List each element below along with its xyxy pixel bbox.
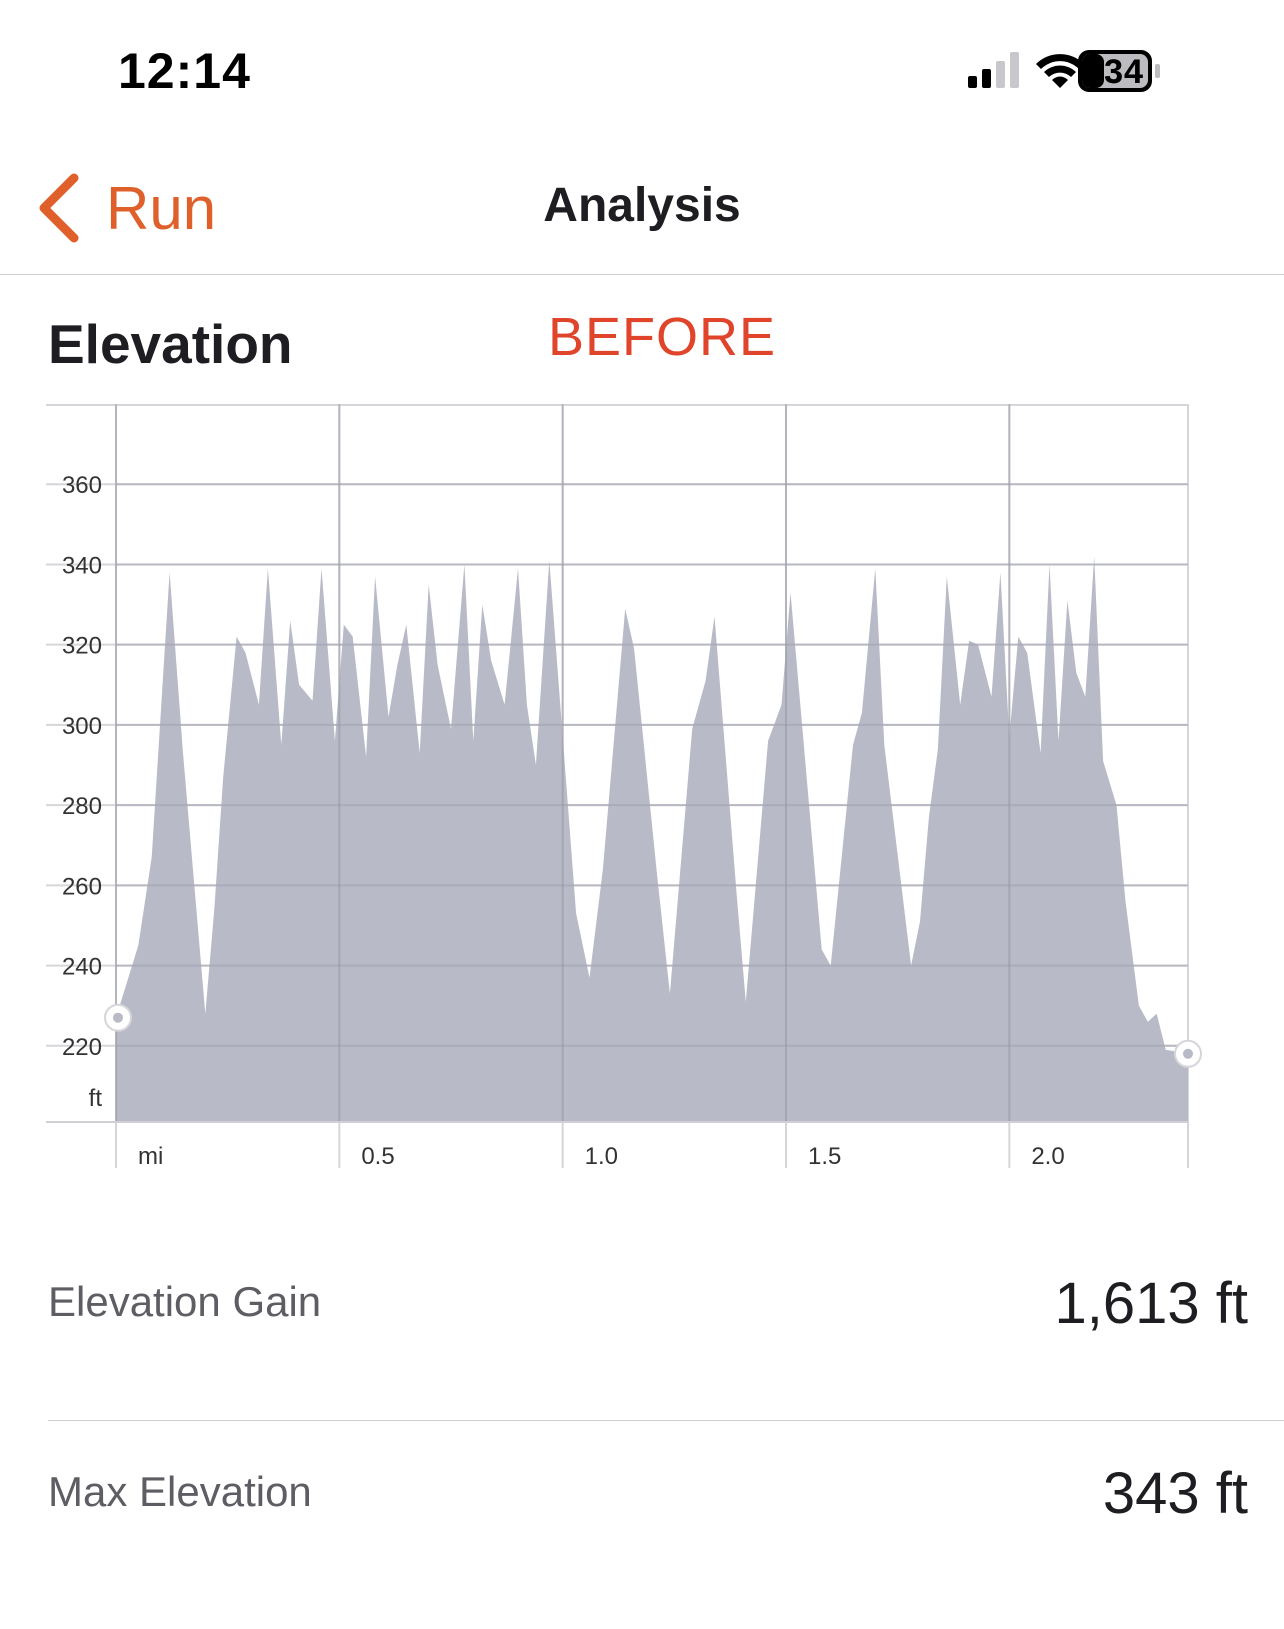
battery-icon: [1078, 50, 1160, 92]
section-title: Elevation: [48, 313, 293, 375]
back-label: Run: [106, 174, 217, 242]
y-tick-label: 260: [62, 873, 102, 900]
status-glyphs: [968, 50, 1160, 92]
stat-label: Max Elevation: [48, 1468, 312, 1515]
y-tick-label: 320: [62, 633, 102, 660]
status-bar: 12:14 34: [0, 0, 1284, 140]
status-icons: 34: [968, 48, 1208, 100]
x-tick-label: 1.0: [585, 1143, 618, 1170]
x-unit-label: mi: [138, 1143, 163, 1170]
stat-label: Elevation Gain: [48, 1278, 322, 1325]
signal-icon: [968, 52, 1019, 88]
before-label: BEFORE: [548, 307, 777, 367]
y-tick-label: 360: [62, 472, 102, 499]
row-divider: [48, 1420, 1284, 1421]
x-tick-label: 2.0: [1031, 1143, 1064, 1170]
x-tick-label: 1.5: [808, 1143, 841, 1170]
back-button[interactable]: Run: [36, 168, 256, 248]
page-title: Analysis: [543, 179, 741, 232]
y-tick-label: 280: [62, 793, 102, 820]
wifi-icon: [1036, 54, 1084, 88]
y-tick-label: 220: [62, 1034, 102, 1061]
marker-dot: [1183, 1048, 1193, 1059]
y-unit-label: ft: [89, 1085, 103, 1112]
stat-value: 1,613 ft: [1054, 1271, 1248, 1336]
stat-row-max-elevation: Max Elevation 343 ft: [48, 1440, 1248, 1590]
stat-row-elevation-gain: Elevation Gain 1,613 ft: [48, 1250, 1248, 1400]
x-tick-label: 0.5: [361, 1143, 394, 1170]
chevron-left-icon: [39, 173, 79, 243]
y-tick-label: 240: [62, 954, 102, 981]
elevation-chart-svg: 220 240 260 280 300 320 340 360 ft mi 0.5 1.0 1.5 2.0: [46, 404, 1202, 1170]
nav-bar: Run Analysis: [0, 140, 1284, 275]
elevation-chart[interactable]: 220 240 260 280 300 320 340 360 ft mi 0.5 1.0 1.5 2.0: [0, 400, 1284, 1230]
status-time: 12:14: [118, 43, 251, 99]
marker-dot: [113, 1012, 123, 1023]
y-tick-label: 300: [62, 713, 102, 740]
stat-value: 343 ft: [1102, 1461, 1248, 1526]
battery-level: 34: [1104, 53, 1144, 91]
elevation-area: [116, 556, 1188, 1122]
y-tick-label: 340: [62, 552, 102, 579]
